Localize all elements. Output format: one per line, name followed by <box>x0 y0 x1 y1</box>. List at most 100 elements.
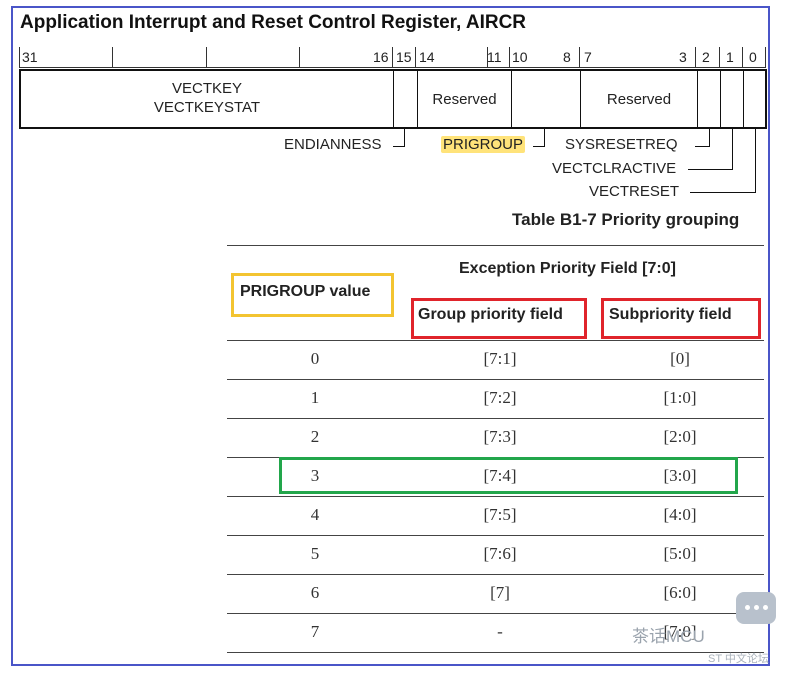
vectclractive-leader <box>688 129 733 170</box>
reserved-field-label: Reserved <box>606 91 672 108</box>
ruler-tick <box>487 47 488 68</box>
chat-bubble-icon <box>736 592 776 624</box>
table-row-rule <box>227 496 764 497</box>
watermark: 茶话MCU ST 中文论坛 <box>632 592 782 672</box>
group-priority-header: Group priority field <box>418 306 563 323</box>
prigroup-value-cell: 5 <box>310 544 320 563</box>
bit-number-1: 1 <box>726 49 734 65</box>
bit-number-7: 7 <box>584 49 592 65</box>
row-3-highlight-box <box>279 457 738 494</box>
field-divider <box>697 71 698 127</box>
field-divider <box>580 71 581 127</box>
group-priority-cell: [7:2] <box>483 388 517 407</box>
subpriority-cell: [2:0] <box>663 427 697 446</box>
ruler-tick <box>415 47 416 68</box>
exception-priority-header: Exception Priority Field [7:0] <box>459 260 676 277</box>
table-row-rule <box>227 652 764 653</box>
subpriority-cell: [0] <box>670 349 690 368</box>
subpriority-cell: [5:0] <box>663 544 697 563</box>
bit-number-3: 3 <box>679 49 687 65</box>
field-divider <box>393 71 394 127</box>
ruler-tick <box>719 47 720 68</box>
field-divider <box>743 71 744 127</box>
figure-frame <box>11 6 770 666</box>
bubble-dot <box>763 605 768 610</box>
group-priority-cell: [7:5] <box>483 505 517 524</box>
ruler-tick <box>299 47 300 68</box>
group-priority-cell: [7:1] <box>483 349 517 368</box>
endianness-leader <box>393 129 405 147</box>
bit-number-16: 16 <box>373 49 389 65</box>
sysresetreq-label: SYSRESETREQ <box>565 136 678 153</box>
bubble-dot <box>745 605 750 610</box>
table-caption: Table B1-7 Priority grouping <box>512 210 740 229</box>
bit-number-31: 31 <box>22 49 38 65</box>
group-priority-cell: [7:6] <box>483 544 517 563</box>
table-row-rule <box>227 418 764 419</box>
field-divider <box>511 71 512 127</box>
prigroup-label: PRIGROUP <box>441 136 526 153</box>
group-priority-cell: [7] <box>490 583 510 602</box>
prigroup-value-cell: 0 <box>310 349 320 368</box>
prigroup-value-cell: 4 <box>310 505 320 524</box>
field-divider <box>720 71 721 127</box>
subpriority-cell: [6:0] <box>663 583 697 602</box>
sysresetreq-leader <box>695 129 710 147</box>
bit-number-2: 2 <box>702 49 710 65</box>
subpriority-highlight-box <box>601 298 761 339</box>
ruler-tick <box>579 47 580 68</box>
ruler-tick <box>392 47 393 68</box>
vectreset-leader <box>690 129 756 193</box>
prigroup-value-cell: 7 <box>310 622 320 641</box>
bit-ruler: 31 16 15 14 11 10 8 7 3 2 1 0 <box>19 47 766 69</box>
register-title: Application Interrupt and Reset Control … <box>20 12 527 33</box>
ruler-tick <box>112 47 113 68</box>
prigroup-value-highlight-box <box>231 273 394 317</box>
vectkeystat-label: VECTKEYSTAT <box>153 99 261 116</box>
prigroup-value-header: PRIGROUP value <box>240 283 371 300</box>
field-divider <box>417 71 418 127</box>
group-priority-cell: [7:3] <box>483 427 517 446</box>
prigroup-value-cell: 3 <box>310 466 320 485</box>
prigroup-highlight: PRIGROUP <box>441 136 526 153</box>
table-header-rule <box>227 340 764 341</box>
subpriority-header: Subpriority field <box>609 306 732 323</box>
ruler-tick <box>19 47 20 68</box>
ruler-tick <box>695 47 696 68</box>
prigroup-value-cell: 2 <box>310 427 320 446</box>
bit-number-8: 8 <box>563 49 571 65</box>
subpriority-cell: [3:0] <box>663 466 697 485</box>
prigroup-leader <box>533 129 545 147</box>
prigroup-value-cell: 6 <box>310 583 320 602</box>
reserved-field-label: Reserved <box>432 91 497 108</box>
bit-number-15: 15 <box>396 49 412 65</box>
bit-number-0: 0 <box>749 49 757 65</box>
bit-number-10: 10 <box>512 49 528 65</box>
ruler-tick <box>509 47 510 68</box>
bubble-dot <box>754 605 759 610</box>
bit-number-14: 14 <box>419 49 435 65</box>
bit-number-11: 11 <box>487 49 502 65</box>
vectkey-label: VECTKEY <box>171 80 243 97</box>
table-row-rule <box>227 535 764 536</box>
group-priority-cell: - <box>497 622 503 641</box>
watermark-brand: 茶话MCU <box>632 627 705 646</box>
table-row-rule <box>227 379 764 380</box>
vectclractive-label: VECTCLRACTIVE <box>552 160 677 177</box>
subpriority-cell: [4:0] <box>663 505 697 524</box>
table-row-rule <box>227 613 764 614</box>
ruler-tick <box>742 47 743 68</box>
vectreset-label: VECTRESET <box>589 183 680 200</box>
ruler-tick <box>206 47 207 68</box>
table-row-rule <box>227 574 764 575</box>
subpriority-cell: [1:0] <box>663 388 697 407</box>
ruler-tick <box>765 47 766 68</box>
subpriority-cell: [7:0] <box>663 622 697 641</box>
endianness-label: ENDIANNESS <box>284 136 382 153</box>
prigroup-value-cell: 1 <box>310 388 320 407</box>
table-top-rule <box>227 245 764 246</box>
group-priority-highlight-box <box>411 298 587 339</box>
group-priority-cell: [7:4] <box>483 466 517 485</box>
watermark-sub: ST 中文论坛 <box>708 653 769 665</box>
register-diagram: VECTKEY VECTKEYSTAT Reserved Reserved <box>19 69 767 129</box>
